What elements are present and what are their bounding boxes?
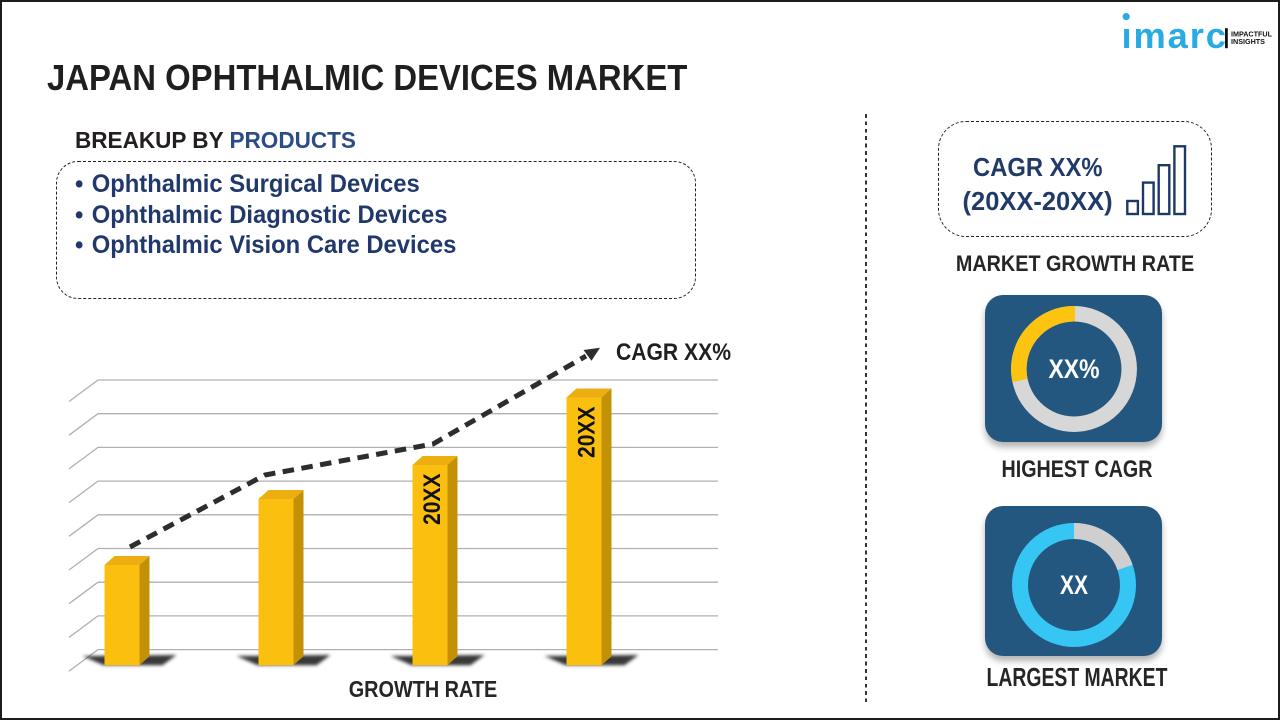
svg-text:XX%: XX% [1049,354,1100,384]
svg-text:20XX: 20XX [574,406,601,458]
svg-text:INSIGHTS: INSIGHTS [1231,37,1265,46]
svg-text:XX: XX [1060,570,1088,600]
svg-text:20XX: 20XX [419,473,446,525]
svg-text:IMPACTFUL: IMPACTFUL [1231,30,1273,39]
svg-text:ımarc: ımarc [1122,15,1228,56]
